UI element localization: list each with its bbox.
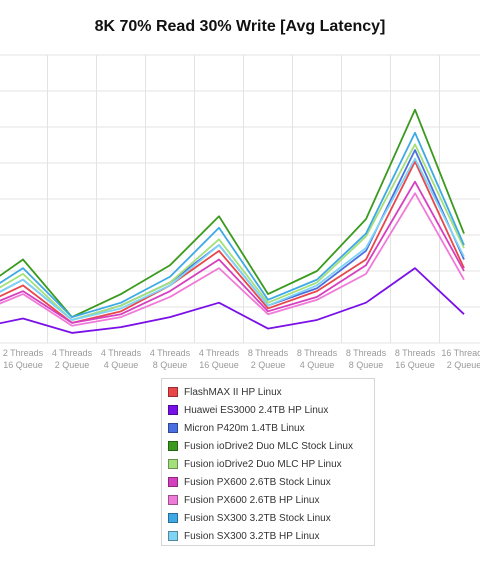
series-line-5 bbox=[0, 143, 465, 321]
legend-item: Fusion ioDrive2 Duo MLC Stock Linux bbox=[168, 437, 374, 455]
x-tick-label: 4 Threads 8 Queue bbox=[150, 348, 191, 370]
legend-label: Fusion ioDrive2 Duo MLC HP Linux bbox=[184, 458, 342, 470]
legend-swatch bbox=[168, 441, 178, 451]
legend-label: Fusion ioDrive2 Duo MLC Stock Linux bbox=[184, 440, 353, 452]
legend-item: Fusion SX300 3.2TB HP Linux bbox=[168, 527, 374, 545]
series-line-4 bbox=[0, 108, 465, 318]
legend-swatch bbox=[168, 387, 178, 397]
legend-item: Fusion SX300 3.2TB Stock Linux bbox=[168, 509, 374, 527]
legend-swatch bbox=[168, 495, 178, 505]
legend-item: FlashMAX II HP Linux bbox=[168, 383, 374, 401]
legend-swatch bbox=[168, 531, 178, 541]
x-tick-label: 4 Threads 2 Queue bbox=[52, 348, 93, 370]
series-line-9 bbox=[0, 157, 465, 321]
legend-item: Fusion ioDrive2 Duo MLC HP Linux bbox=[168, 455, 374, 473]
series-line-2 bbox=[0, 267, 465, 334]
x-tick-label: 4 Threads 4 Queue bbox=[101, 348, 142, 370]
legend-item: Fusion PX600 2.6TB HP Linux bbox=[168, 491, 374, 509]
legend-label: Huawei ES3000 2.4TB HP Linux bbox=[184, 404, 329, 416]
x-tick-label: 8 Threads 8 Queue bbox=[346, 348, 387, 370]
legend-label: Fusion SX300 3.2TB HP Linux bbox=[184, 530, 320, 542]
legend-swatch bbox=[168, 477, 178, 487]
grid bbox=[0, 54, 480, 344]
series-line-1 bbox=[0, 160, 465, 324]
x-tick-label: 4 Threads 16 Queue bbox=[199, 348, 240, 370]
legend-label: FlashMAX II HP Linux bbox=[184, 386, 282, 398]
series-lines bbox=[0, 108, 465, 334]
legend-label: Micron P420m 1.4TB Linux bbox=[184, 422, 305, 434]
legend-label: Fusion SX300 3.2TB Stock Linux bbox=[184, 512, 331, 524]
legend-label: Fusion PX600 2.6TB HP Linux bbox=[184, 494, 320, 506]
series-line-7 bbox=[0, 192, 465, 327]
legend-swatch bbox=[168, 423, 178, 433]
legend-swatch bbox=[168, 405, 178, 415]
x-tick-label: 2 Threads 16 Queue bbox=[3, 348, 44, 370]
legend-swatch bbox=[168, 513, 178, 523]
series-line-8 bbox=[0, 131, 465, 318]
series-line-6 bbox=[0, 180, 465, 324]
legend-item: Fusion PX600 2.6TB Stock Linux bbox=[168, 473, 374, 491]
legend-item: Micron P420m 1.4TB Linux bbox=[168, 419, 374, 437]
legend-swatch bbox=[168, 459, 178, 469]
legend-item: Huawei ES3000 2.4TB HP Linux bbox=[168, 401, 374, 419]
legend: FlashMAX II HP Linux Huawei ES3000 2.4TB … bbox=[161, 378, 375, 546]
legend-label: Fusion PX600 2.6TB Stock Linux bbox=[184, 476, 331, 488]
x-tick-label: 8 Threads 2 Queue bbox=[248, 348, 289, 370]
x-tick-label: 8 Threads 4 Queue bbox=[297, 348, 338, 370]
x-tick-label: 8 Threads 16 Queue bbox=[395, 348, 436, 370]
chart-title: 8K 70% Read 30% Write [Avg Latency] bbox=[94, 18, 386, 35]
